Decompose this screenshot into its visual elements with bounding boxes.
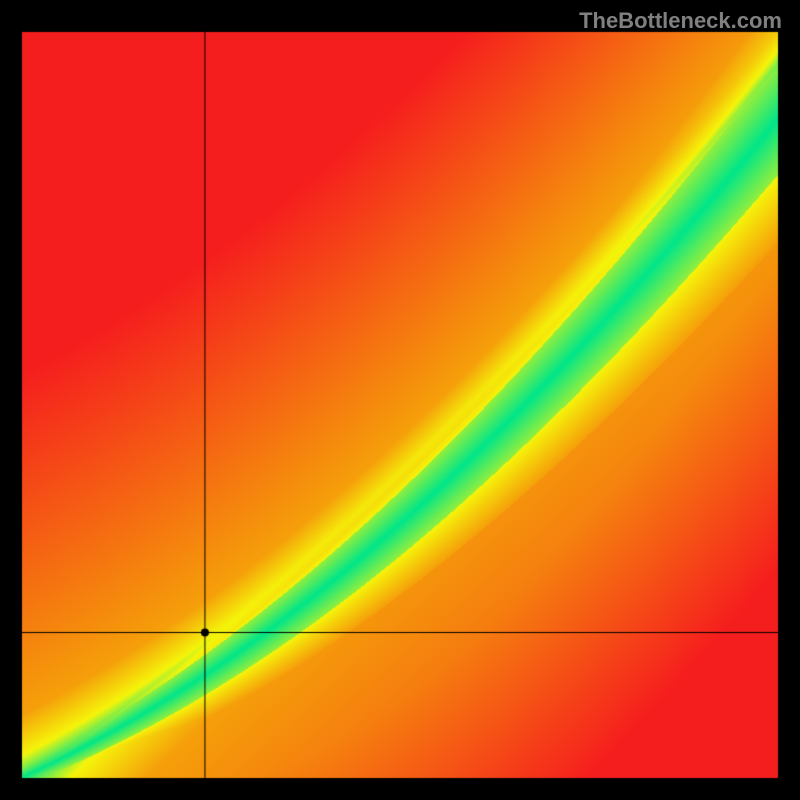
bottleneck-heatmap	[0, 0, 800, 800]
watermark-text: TheBottleneck.com	[579, 8, 782, 34]
chart-container: TheBottleneck.com	[0, 0, 800, 800]
